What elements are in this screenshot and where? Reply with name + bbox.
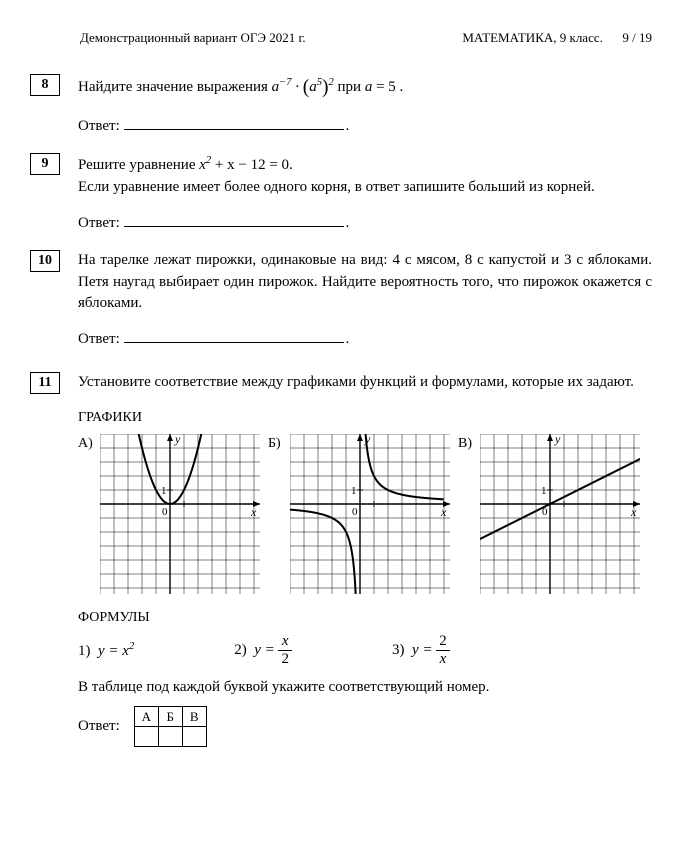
svg-text:x: x (440, 505, 447, 519)
problem-11-number: 11 (30, 372, 60, 394)
graphs-title: ГРАФИКИ (78, 410, 652, 426)
svg-text:0: 0 (352, 506, 358, 518)
p9-eq: x2 + x − 12 = 0 (199, 157, 289, 173)
answer-10-label: Ответ: (78, 331, 120, 347)
p9-x: x (199, 157, 206, 173)
formula-3: 3) y = 2 x (392, 634, 450, 667)
answer-10-blank[interactable] (124, 329, 344, 343)
answer-8: Ответ: . (78, 116, 652, 135)
graph-a-label: А) (78, 434, 100, 452)
graph-c-cell: В) 01xy (458, 434, 640, 594)
f1-num: 1) (78, 643, 91, 659)
problem-8-number: 8 (30, 74, 60, 96)
answer-11: Ответ: А Б В (78, 706, 652, 747)
cell-c[interactable] (182, 727, 206, 747)
f3-frac-num: 2 (436, 634, 450, 649)
f1-body: y = x (98, 643, 129, 659)
svg-text:y: y (554, 434, 561, 446)
header-page: 9 / 19 (622, 30, 652, 45)
graph-a: 0 1 x y (100, 434, 260, 594)
graphs-row: А) 0 1 x y Б) 0 1 x y В) 0 1 x y (78, 434, 652, 594)
table-input-row (134, 727, 206, 747)
f2-frac-den: 2 (278, 652, 292, 667)
svg-text:x: x (630, 505, 637, 519)
cell-b[interactable] (158, 727, 182, 747)
answer-10-period: . (346, 331, 350, 347)
formula-2: 2) y = x 2 (234, 634, 292, 667)
f2-num: 2) (234, 642, 247, 658)
problem-9-number: 9 (30, 153, 60, 175)
th-a: А (134, 707, 158, 727)
f3-num: 3) (392, 642, 405, 658)
page-header: Демонстрационный вариант ОГЭ 2021 г. МАТ… (30, 30, 652, 46)
f2-frac-num: x (278, 634, 292, 649)
f3-frac-den: x (436, 652, 450, 667)
svg-text:1: 1 (351, 485, 357, 497)
f3-lhs: y = (412, 642, 436, 658)
header-right: МАТЕМАТИКА, 9 класс. 9 / 19 (462, 30, 652, 46)
problem-10-body: На тарелке лежат пирожки, одинаковые на … (78, 250, 652, 315)
formulas-row: 1) y = x2 2) y = x2 3) y = 2x (78, 634, 652, 667)
formulas-title: ФОРМУЛЫ (78, 610, 652, 626)
answer-10: Ответ: . (78, 329, 652, 348)
f2-lhs: y = (254, 642, 278, 658)
answer-8-label: Ответ: (78, 118, 120, 134)
p8-dot: · (292, 79, 303, 95)
f1-sup: 2 (129, 641, 134, 652)
p9-line1a: Решите уравнение (78, 157, 199, 173)
p9-period: . (289, 157, 293, 173)
graph-b-label: Б) (268, 434, 290, 452)
problem-9: 9 Решите уравнение x2 + x − 12 = 0. Если… (30, 153, 652, 199)
answer-8-period: . (346, 118, 350, 134)
answer-8-blank[interactable] (124, 116, 344, 130)
p8-suffix: при (334, 79, 365, 95)
problem-11-body: Установите соответствие между графиками … (78, 372, 652, 394)
svg-text:1: 1 (161, 485, 167, 497)
answer-9: Ответ: . (78, 213, 652, 232)
answer-11-table: А Б В (134, 706, 207, 747)
p8-a2: a (309, 79, 317, 95)
svg-text:0: 0 (162, 506, 168, 518)
answer-11-label: Ответ: (78, 718, 120, 735)
problem-9-body: Решите уравнение x2 + x − 12 = 0. Если у… (78, 153, 652, 199)
p8-expr: a−7 · (a5)2 (272, 79, 334, 95)
th-c: В (182, 707, 206, 727)
graph-b-cell: Б) 01xy (268, 434, 450, 594)
svg-text:1: 1 (541, 485, 547, 497)
p8-prefix: Найдите значение выражения (78, 79, 272, 95)
svg-text:y: y (174, 434, 181, 446)
graph-c: 01xy (480, 434, 640, 594)
problem-10-number: 10 (30, 250, 60, 272)
problem-8: 8 Найдите значение выражения a−7 · (a5)2… (30, 74, 652, 102)
p9-line2: Если уравнение имеет более одного корня,… (78, 179, 595, 195)
formula-1: 1) y = x2 (78, 641, 134, 660)
answer-9-label: Ответ: (78, 215, 120, 231)
problem-8-body: Найдите значение выражения a−7 · (a5)2 п… (78, 74, 652, 102)
p11-below: В таблице под каждой буквой укажите соот… (78, 679, 652, 696)
problem-11: 11 Установите соответствие между графика… (30, 372, 652, 394)
p8-cond: = 5 . (372, 79, 403, 95)
header-left: Демонстрационный вариант ОГЭ 2021 г. (80, 30, 306, 46)
table-header-row: А Б В (134, 707, 206, 727)
svg-text:x: x (250, 505, 257, 519)
graph-c-label: В) (458, 434, 480, 452)
cell-a[interactable] (134, 727, 158, 747)
graph-b: 01xy (290, 434, 450, 594)
answer-9-period: . (346, 215, 350, 231)
answer-9-blank[interactable] (124, 213, 344, 227)
problem-10: 10 На тарелке лежат пирожки, одинаковые … (30, 250, 652, 315)
header-subject: МАТЕМАТИКА, 9 класс. (462, 30, 603, 45)
th-b: Б (158, 707, 182, 727)
p9-rest: + x − 12 = 0 (211, 157, 289, 173)
p8-sup1: −7 (279, 77, 291, 88)
graph-a-cell: А) 0 1 x y (78, 434, 260, 594)
